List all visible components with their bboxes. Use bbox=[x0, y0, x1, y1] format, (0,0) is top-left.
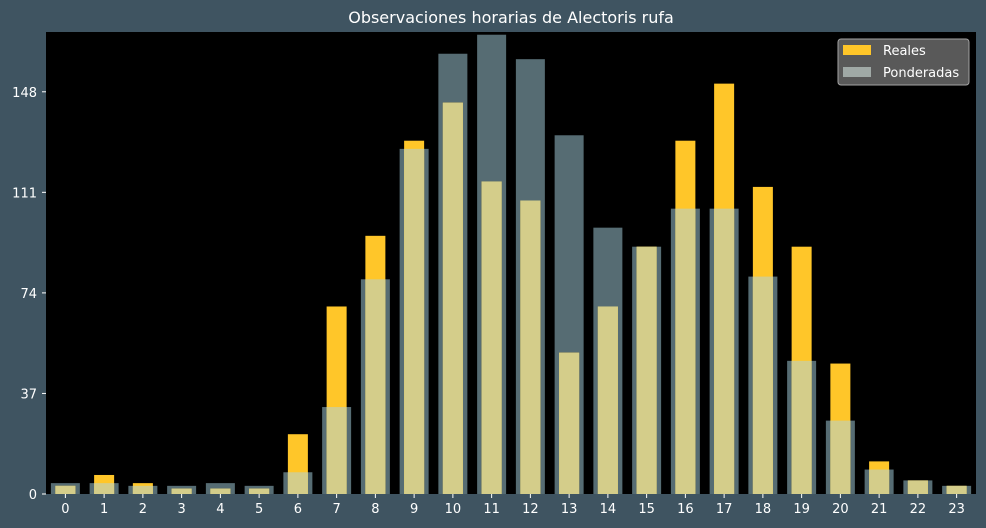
x-tick-label-0: 0 bbox=[61, 502, 69, 517]
overlap-bar-21 bbox=[869, 469, 890, 494]
y-tick-label-148: 148 bbox=[12, 86, 37, 101]
legend-swatch-ponderadas bbox=[843, 67, 871, 77]
x-tick-label-16: 16 bbox=[677, 502, 694, 517]
x-tick-label-10: 10 bbox=[445, 502, 462, 517]
x-tick-label-6: 6 bbox=[294, 502, 302, 517]
overlap-bar-6 bbox=[287, 472, 308, 494]
plot-area bbox=[46, 32, 976, 494]
overlap-bar-18 bbox=[752, 276, 773, 494]
overlap-bar-22 bbox=[907, 480, 928, 494]
x-tick-label-11: 11 bbox=[483, 502, 500, 517]
x-tick-label-2: 2 bbox=[139, 502, 147, 517]
overlap-bar-13 bbox=[559, 352, 580, 494]
x-tick-label-14: 14 bbox=[600, 502, 617, 517]
x-tick-label-5: 5 bbox=[255, 502, 263, 517]
overlap-bar-14 bbox=[597, 306, 618, 494]
x-tick-label-13: 13 bbox=[561, 502, 578, 517]
x-tick-label-23: 23 bbox=[948, 502, 965, 517]
overlap-bar-11 bbox=[481, 181, 502, 494]
y-tick-label-111: 111 bbox=[12, 186, 37, 201]
x-tick-label-1: 1 bbox=[100, 502, 108, 517]
overlap-bar-19 bbox=[791, 360, 812, 494]
overlap-bar-9 bbox=[404, 148, 425, 494]
overlap-bar-5 bbox=[249, 488, 270, 494]
y-tick-label-37: 37 bbox=[20, 387, 37, 402]
overlap-bar-17 bbox=[714, 208, 735, 494]
x-tick-label-20: 20 bbox=[832, 502, 849, 517]
x-tick-label-4: 4 bbox=[216, 502, 224, 517]
overlap-bar-23 bbox=[946, 485, 967, 494]
x-tick-label-7: 7 bbox=[332, 502, 340, 517]
axes-layer: 0 1 2 3 4 5 6 7 8 9 10 11 12 13 14 15 16 17 18 19 20 21 22 2303… bbox=[12, 86, 965, 517]
chart-legend: Reales Ponderadas bbox=[837, 38, 970, 86]
legend-label-ponderadas: Ponderadas bbox=[883, 66, 959, 81]
overlap-bar-2 bbox=[132, 485, 153, 494]
x-tick-label-8: 8 bbox=[371, 502, 379, 517]
x-tick-label-18: 18 bbox=[755, 502, 772, 517]
overlap-bar-20 bbox=[830, 420, 851, 494]
x-tick-label-12: 12 bbox=[522, 502, 539, 517]
overlap-bar-0 bbox=[55, 485, 76, 494]
x-tick-label-15: 15 bbox=[638, 502, 655, 517]
x-tick-label-9: 9 bbox=[410, 502, 418, 517]
x-tick-label-19: 19 bbox=[793, 502, 810, 517]
x-tick-label-22: 22 bbox=[910, 502, 927, 517]
overlap-bar-10 bbox=[442, 102, 463, 495]
legend-swatch-reales bbox=[843, 45, 871, 55]
x-tick-label-3: 3 bbox=[177, 502, 185, 517]
x-tick-label-21: 21 bbox=[871, 502, 888, 517]
chart-title: Observaciones horarias de Alectoris rufa bbox=[348, 8, 674, 27]
overlap-bar-12 bbox=[520, 200, 541, 494]
overlap-bar-8 bbox=[365, 279, 386, 494]
y-tick-label-74: 74 bbox=[20, 287, 37, 302]
legend-label-reales: Reales bbox=[883, 44, 926, 59]
overlap-bar-15 bbox=[636, 246, 657, 494]
overlap-bar-1 bbox=[94, 483, 115, 494]
y-tick-label-0: 0 bbox=[29, 488, 37, 503]
x-tick-label-17: 17 bbox=[716, 502, 733, 517]
overlap-bar-3 bbox=[171, 488, 192, 494]
bars-layer bbox=[50, 34, 972, 495]
overlap-bar-4 bbox=[210, 488, 231, 494]
overlap-bar-16 bbox=[675, 208, 696, 494]
overlap-bar-7 bbox=[326, 407, 347, 494]
